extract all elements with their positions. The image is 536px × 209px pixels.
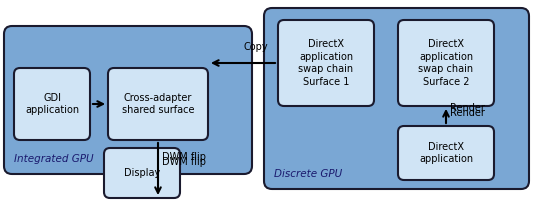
FancyBboxPatch shape <box>108 68 208 140</box>
Text: Discrete GPU: Discrete GPU <box>274 169 343 179</box>
Text: DirectX
application
swap chain
Surface 2: DirectX application swap chain Surface 2 <box>419 40 474 87</box>
Text: DirectX
application: DirectX application <box>419 142 473 164</box>
Text: Render: Render <box>450 103 485 113</box>
Text: Copy: Copy <box>244 42 269 52</box>
FancyBboxPatch shape <box>264 8 529 189</box>
FancyBboxPatch shape <box>398 20 494 106</box>
Text: DWM flip: DWM flip <box>162 157 206 167</box>
FancyBboxPatch shape <box>278 20 374 106</box>
Text: Cross-adapter
shared surface: Cross-adapter shared surface <box>122 93 194 115</box>
FancyBboxPatch shape <box>398 126 494 180</box>
FancyBboxPatch shape <box>14 68 90 140</box>
Text: DirectX
application
swap chain
Surface 1: DirectX application swap chain Surface 1 <box>299 40 354 87</box>
Text: Render: Render <box>450 108 485 118</box>
Text: Integrated GPU: Integrated GPU <box>14 154 94 164</box>
FancyBboxPatch shape <box>104 148 180 198</box>
FancyBboxPatch shape <box>4 26 252 174</box>
Text: GDI
application: GDI application <box>25 93 79 115</box>
Text: DWM flip: DWM flip <box>162 152 206 162</box>
Text: Display: Display <box>124 168 160 178</box>
